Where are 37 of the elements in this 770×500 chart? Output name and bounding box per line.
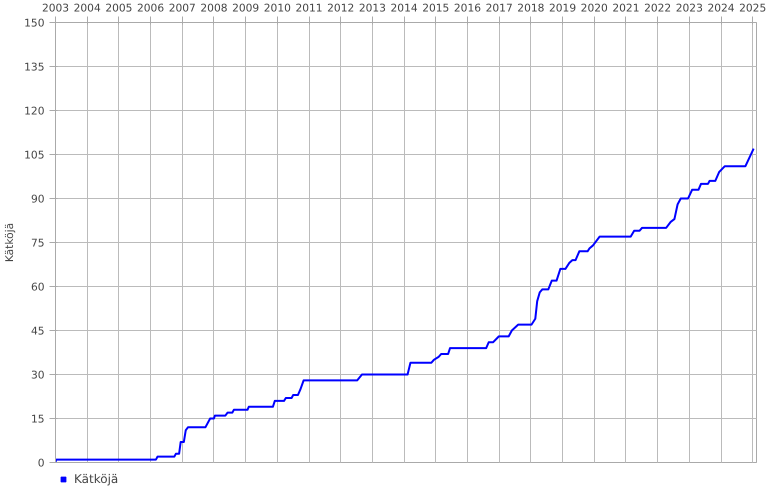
y-tick-label: 120 (24, 104, 45, 118)
x-tick-label: 2018 (517, 2, 545, 14)
x-tick-label: 2020 (580, 2, 608, 14)
x-tick-label: 2014 (390, 2, 418, 14)
x-tick-label: 2022 (644, 2, 672, 14)
x-tick-label: 2012 (327, 2, 354, 14)
y-tick-label: 90 (30, 192, 45, 206)
x-tick-label: 2016 (454, 2, 482, 14)
y-axis-title: Kätköjä (3, 222, 16, 262)
x-tick-label: 2017 (486, 2, 513, 14)
y-tick-label: 105 (24, 148, 45, 162)
y-tick-label: 0 (38, 456, 45, 470)
x-tick-label: 2006 (137, 2, 164, 14)
legend-label: Kätköjä (74, 472, 118, 486)
y-tick-label: 15 (30, 412, 45, 426)
x-tick-label: 2010 (264, 2, 292, 14)
x-tick-label: 2025 (739, 2, 766, 14)
x-tick-label: 2003 (42, 2, 70, 14)
x-tick-label: 2019 (548, 2, 576, 14)
x-tick-label: 2011 (295, 2, 323, 14)
x-tick-label: 2021 (612, 2, 640, 14)
x-tick-label: 2008 (200, 2, 228, 14)
x-tick-label: 2007 (168, 2, 196, 14)
x-tick-label: 2009 (232, 2, 260, 14)
x-tick-label: 2015 (422, 2, 450, 14)
x-tick-label: 2024 (707, 2, 735, 14)
y-tick-label: 150 (24, 16, 45, 30)
y-tick-label: 135 (24, 60, 45, 74)
y-tick-label: 75 (30, 236, 45, 250)
line-series (56, 148, 755, 462)
x-tick-label: 2023 (676, 2, 703, 14)
x-tick-label: 2005 (105, 2, 132, 14)
y-tick-label: 60 (30, 280, 45, 294)
x-tick-label: 2004 (74, 2, 101, 14)
x-tick-label: 2013 (358, 2, 386, 14)
y-tick-label: 45 (30, 324, 45, 338)
y-tick-label: 30 (30, 368, 45, 382)
